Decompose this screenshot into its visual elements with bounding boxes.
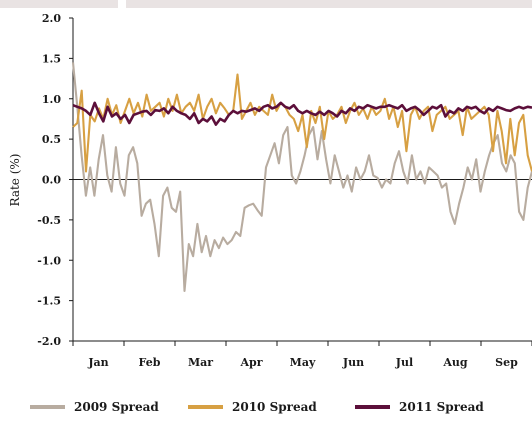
x-tick-label-mar: Mar bbox=[188, 356, 213, 369]
y-tick-label: -0.5 bbox=[37, 214, 61, 227]
series-line-2009-spread bbox=[71, 62, 532, 292]
y-tick-label: 2.0 bbox=[42, 12, 61, 25]
header-band-right bbox=[126, 0, 532, 8]
header-band-left bbox=[0, 0, 118, 8]
y-tick-label: 1.5 bbox=[42, 52, 61, 65]
x-tick-label-apr: Apr bbox=[239, 356, 262, 369]
y-tick-label: 0.0 bbox=[42, 174, 61, 187]
y-axis-title: Rate (%) bbox=[8, 154, 22, 207]
legend-label-2009-spread: 2009 Spread bbox=[74, 400, 159, 414]
x-tick-label-jun: Jun bbox=[342, 356, 364, 369]
y-tick-label: -1.0 bbox=[37, 254, 61, 267]
x-ticks: Jan Feb Mar Apr May Jun Jul Aug Sep bbox=[72, 341, 532, 369]
x-tick-label-aug: Aug bbox=[442, 356, 468, 369]
series-line-2011-spread bbox=[72, 101, 532, 126]
x-tick-label-feb: Feb bbox=[139, 356, 161, 369]
legend: 2009 Spread 2010 Spread 2011 Spread bbox=[30, 400, 484, 414]
x-tick-label-sep: Sep bbox=[495, 356, 518, 369]
y-tick-label: 0.5 bbox=[42, 133, 61, 146]
axes bbox=[72, 18, 532, 342]
y-tick-label: -1.5 bbox=[37, 295, 61, 308]
legend-label-2010-spread: 2010 Spread bbox=[232, 400, 317, 414]
y-ticks: 2.0 1.5 1.0 0.5 0.0 -0.5 -1.0 -1.5 -2.0 bbox=[37, 12, 73, 348]
series-lines bbox=[71, 62, 532, 292]
y-tick-label: -2.0 bbox=[37, 335, 61, 348]
y-tick-label: 1.0 bbox=[42, 93, 61, 106]
x-tick-label-jan: Jan bbox=[87, 356, 108, 369]
x-tick-label-jul: Jul bbox=[395, 356, 413, 369]
legend-label-2011-spread: 2011 Spread bbox=[399, 400, 484, 414]
x-tick-label-may: May bbox=[290, 356, 316, 369]
series-line-2010-spread bbox=[72, 73, 532, 173]
